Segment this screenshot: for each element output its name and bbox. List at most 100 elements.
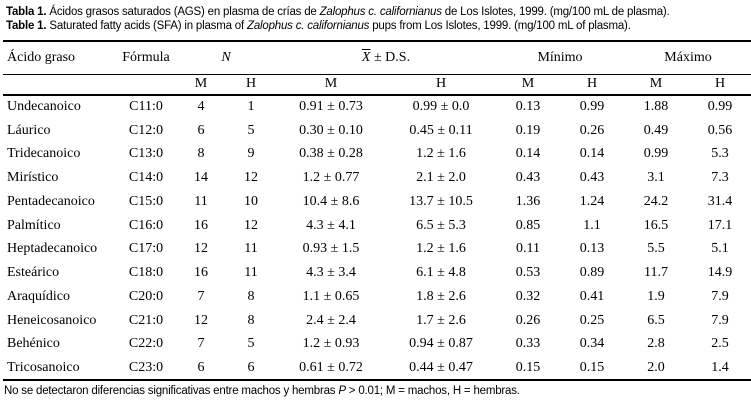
cell-n_m: 7 <box>197 288 205 304</box>
cell-name: Behénico <box>7 336 60 352</box>
cell-n_h: 9 <box>247 146 255 162</box>
header-max-m: M <box>624 74 688 96</box>
cell-max_m: 24.2 <box>643 193 669 209</box>
cell-min_h: 0.14 <box>579 146 605 162</box>
cell-mean_h: 1.7 ± 2.6 <box>416 312 466 328</box>
cell-mean_h: 0.94 ± 0.87 <box>409 336 473 352</box>
cell-formula: C22:0 <box>128 336 164 352</box>
cell-name: Araquídico <box>7 288 70 304</box>
cell-mean_m: 0.30 ± 0.10 <box>299 122 363 138</box>
header-row-sex: M H M H M H M H <box>3 74 751 96</box>
cell-name: Palmítico <box>7 217 61 233</box>
header-n-h: H <box>226 74 276 96</box>
cell-formula: C11:0 <box>129 99 163 115</box>
cell-n_h: 12 <box>244 170 258 186</box>
cell-name: Heptadecanoico <box>7 241 98 257</box>
cell-n_m: 11 <box>194 193 208 209</box>
cell-min_h: 0.99 <box>579 99 605 115</box>
cell-n_m: 14 <box>194 170 208 186</box>
caption-prefix-en: Table 1. <box>6 20 47 32</box>
cell-mean_h: 0.99 ± 0.0 <box>412 99 470 115</box>
cell-min_m: 0.33 <box>515 336 541 352</box>
cell-max_m: 2.0 <box>624 356 688 381</box>
cell-max_m: 11.7 <box>644 265 668 281</box>
header-min: Mínimo <box>496 41 624 75</box>
cell-n_h: 6 <box>226 356 276 381</box>
cell-name: Heneicosanoico <box>7 312 97 328</box>
header-n: N <box>176 41 276 75</box>
header-row-groups: Ácido graso Fórmula N X ± D.S. Mínimo Má… <box>3 41 751 75</box>
cell-min_h: 1.24 <box>579 193 605 209</box>
cell-max_h: 2.5 <box>711 336 729 352</box>
cell-min_h: 0.34 <box>579 336 605 352</box>
table-body: Undecanoico C11:0 4 1 0.91 ± 0.73 0.99 ± 0.0 0… <box>3 95 751 381</box>
cell-name: Undecanoico <box>7 99 81 115</box>
cell-max_h: 7.9 <box>711 288 729 304</box>
cell-formula: C23:0 <box>116 356 176 381</box>
cell-n_m: 12 <box>194 241 208 257</box>
cell-mean_m: 0.91 ± 0.73 <box>299 99 363 115</box>
cell-name: Pentadecanoico <box>7 193 95 209</box>
cell-max_m: 1.9 <box>647 288 665 304</box>
cell-formula: C14:0 <box>128 170 164 186</box>
table-row: Láurico C12:0 6 5 0.30 ± 0.10 0.45 ± 0.11 0.19… <box>3 119 751 143</box>
cell-n_h: 10 <box>244 193 258 209</box>
cell-mean_m: 1.1 ± 0.65 <box>302 288 360 304</box>
caption-line-es: Tabla 1. Ácidos grasos saturados (AGS) e… <box>6 5 747 19</box>
cell-mean_h: 2.1 ± 2.0 <box>416 170 466 186</box>
caption-line-en: Table 1. Saturated fatty acids (SFA) in … <box>6 19 747 33</box>
table-row: Palmítico C16:0 16 12 4.3 ± 4.1 6.5 ± 5.3 0.85… <box>3 214 751 238</box>
cell-name: Tridecanoico <box>7 146 81 162</box>
cell-mean_h: 1.2 ± 1.6 <box>416 241 466 257</box>
cell-n_m: 6 <box>176 356 226 381</box>
header-max-h: H <box>688 74 751 96</box>
cell-min_h: 0.25 <box>579 312 605 328</box>
caption-tail-en: pups from Los Islotes, 1999. (mg/100 mL … <box>369 20 631 32</box>
cell-n_m: 4 <box>197 99 205 115</box>
cell-n_m: 6 <box>197 122 205 138</box>
cell-n_m: 16 <box>194 217 208 233</box>
cell-n_h: 5 <box>247 336 255 352</box>
cell-n_h: 11 <box>244 241 258 257</box>
table-row: Heneicosanoico C21:0 12 8 2.4 ± 2.4 1.7 ± 2.6… <box>3 309 751 333</box>
header-max: Máximo <box>624 41 751 75</box>
cell-min_m: 0.14 <box>515 146 541 162</box>
cell-max_m: 0.49 <box>643 122 669 138</box>
cell-mean_m: 0.38 ± 0.28 <box>299 146 363 162</box>
cell-min_m: 0.53 <box>515 265 541 281</box>
cell-min_h: 1.1 <box>583 217 601 233</box>
cell-name: Tricosanoico <box>3 356 116 381</box>
cell-max_m: 3.1 <box>647 170 665 186</box>
xbar-symbol: X <box>361 49 371 65</box>
cell-min_m: 0.15 <box>496 356 560 381</box>
cell-mean_h: 6.1 ± 4.8 <box>416 265 466 281</box>
header-empty <box>116 74 176 96</box>
cell-min_m: 0.43 <box>515 170 541 186</box>
cell-mean_m: 0.61 ± 0.72 <box>276 356 386 381</box>
cell-min_m: 0.19 <box>515 122 541 138</box>
cell-min_m: 1.36 <box>515 193 541 209</box>
header-n-m: M <box>176 74 226 96</box>
cell-max_h: 0.56 <box>707 122 733 138</box>
cell-formula: C18:0 <box>128 265 164 281</box>
cell-max_m: 5.5 <box>647 241 665 257</box>
table-row: Esteárico C18:0 16 11 4.3 ± 3.4 6.1 ± 4.8 0.53… <box>3 261 751 285</box>
cell-mean_h: 13.7 ± 10.5 <box>409 193 473 209</box>
table-header: Ácido graso Fórmula N X ± D.S. Mínimo Má… <box>3 41 751 96</box>
cell-max_m: 0.99 <box>643 146 669 162</box>
cell-max_h: 0.99 <box>707 99 733 115</box>
cell-n_m: 8 <box>197 146 205 162</box>
header-min-h: H <box>560 74 624 96</box>
table-footnote: No se detectaron diferencias significati… <box>4 385 751 397</box>
header-mean-ds: ± D.S. <box>370 49 411 65</box>
cell-formula: C13:0 <box>128 146 164 162</box>
cell-max_h: 31.4 <box>707 193 733 209</box>
cell-max_m: 6.5 <box>647 312 665 328</box>
table-row: Undecanoico C11:0 4 1 0.91 ± 0.73 0.99 ± 0.0 0… <box>3 95 751 119</box>
cell-mean_h: 1.2 ± 1.6 <box>416 146 466 162</box>
cell-min_m: 0.32 <box>515 288 541 304</box>
cell-max_m: 2.8 <box>647 336 665 352</box>
table-row: Behénico C22:0 7 5 1.2 ± 0.93 0.94 ± 0.87 0.33… <box>3 333 751 357</box>
cell-mean_h: 1.8 ± 2.6 <box>416 288 466 304</box>
cell-formula: C12:0 <box>128 122 164 138</box>
